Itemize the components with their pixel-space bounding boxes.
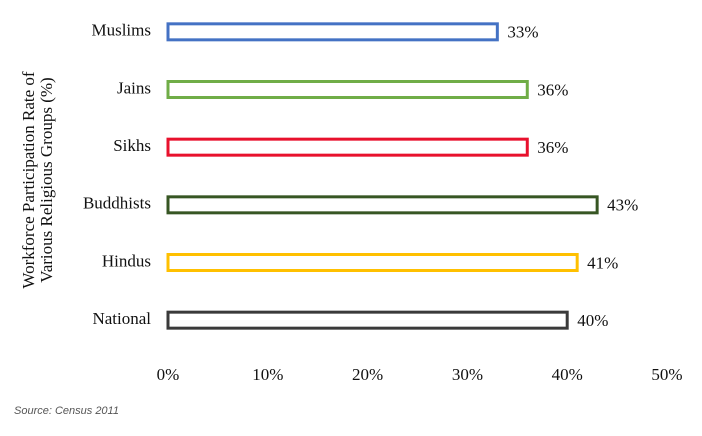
- x-tick-label: 10%: [252, 365, 283, 384]
- bar: [166, 195, 599, 215]
- y-axis-title: Various Religious Groups (%): [37, 77, 56, 282]
- bar: [166, 80, 529, 99]
- x-tick-label: 20%: [352, 365, 383, 384]
- bar: [166, 137, 529, 157]
- y-tick-label: Hindus: [102, 251, 151, 270]
- y-tick-label: National: [92, 309, 151, 328]
- y-tick-label: Sikhs: [113, 136, 151, 155]
- value-label: 36%: [537, 138, 568, 157]
- value-label: 40%: [577, 311, 608, 330]
- x-tick-label: 40%: [552, 365, 583, 384]
- value-label: 43%: [607, 196, 638, 215]
- value-label: 41%: [587, 253, 618, 272]
- bar: [166, 310, 569, 330]
- y-tick-label: Muslims: [91, 21, 151, 40]
- value-label: 36%: [537, 80, 568, 99]
- value-label: 33%: [507, 23, 538, 42]
- x-tick-label: 30%: [452, 365, 483, 384]
- y-axis-title: Workforce Participation Rate of: [19, 71, 38, 289]
- y-tick-label: Jains: [117, 78, 151, 97]
- bar: [166, 22, 499, 42]
- y-tick-label: Buddhists: [83, 194, 151, 213]
- bar: [166, 253, 579, 272]
- x-tick-label: 50%: [651, 365, 682, 384]
- source-note: Source: Census 2011: [14, 405, 119, 417]
- x-tick-label: 0%: [157, 365, 180, 384]
